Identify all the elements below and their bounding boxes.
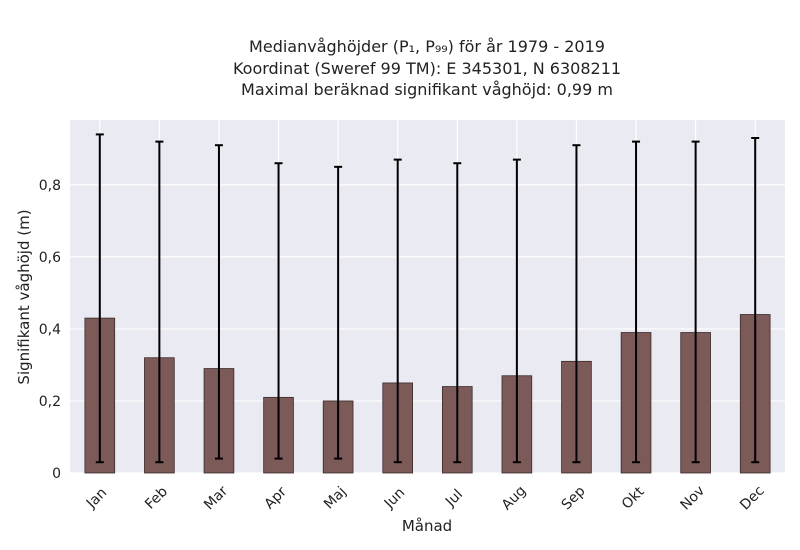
x-tick-label: Aug (499, 483, 530, 514)
chart-title-line-3: Maximal beräknad signifikant våghöjd: 0,… (241, 80, 613, 99)
x-tick-label: Sep (559, 483, 589, 513)
x-tick-label: Nov (677, 483, 708, 514)
y-tick-label: 0,2 (39, 394, 61, 410)
x-axis-ticks: Jan Feb Mar Apr Maj Jun Jul Aug Sep Okt Nov Dec (83, 483, 768, 514)
x-tick-label: Dec (737, 483, 767, 513)
error-bars (95, 133, 760, 464)
y-tick-label: 0,6 (39, 250, 61, 266)
chart-title: Medianvåghöjder (P₁, P₉₉) för år 1979 - … (233, 37, 621, 99)
x-tick-label: Maj (321, 484, 350, 513)
y-axis-ticks: 0 0,2 0,4 0,6 0,8 (39, 178, 61, 482)
x-tick-label: Apr (261, 484, 290, 513)
chart-title-line-2: Koordinat (Sweref 99 TM): E 345301, N 63… (233, 59, 621, 78)
y-tick-label: 0,8 (39, 178, 61, 194)
x-tick-label: Jan (83, 485, 110, 512)
chart-title-line-1: Medianvåghöjder (P₁, P₉₉) för år 1979 - … (249, 37, 605, 56)
y-axis-label: Signifikant våghöjd (m) (15, 209, 33, 384)
x-tick-label: Mar (201, 483, 231, 513)
plot-area (70, 120, 785, 473)
x-tick-label: Feb (142, 484, 171, 513)
x-tick-label: Jul (442, 487, 466, 511)
y-tick-label: 0,4 (39, 322, 61, 338)
x-tick-label: Jun (381, 485, 408, 512)
y-tick-label: 0 (52, 466, 61, 482)
x-axis-label: Månad (402, 517, 452, 535)
x-tick-label: Okt (619, 483, 648, 512)
